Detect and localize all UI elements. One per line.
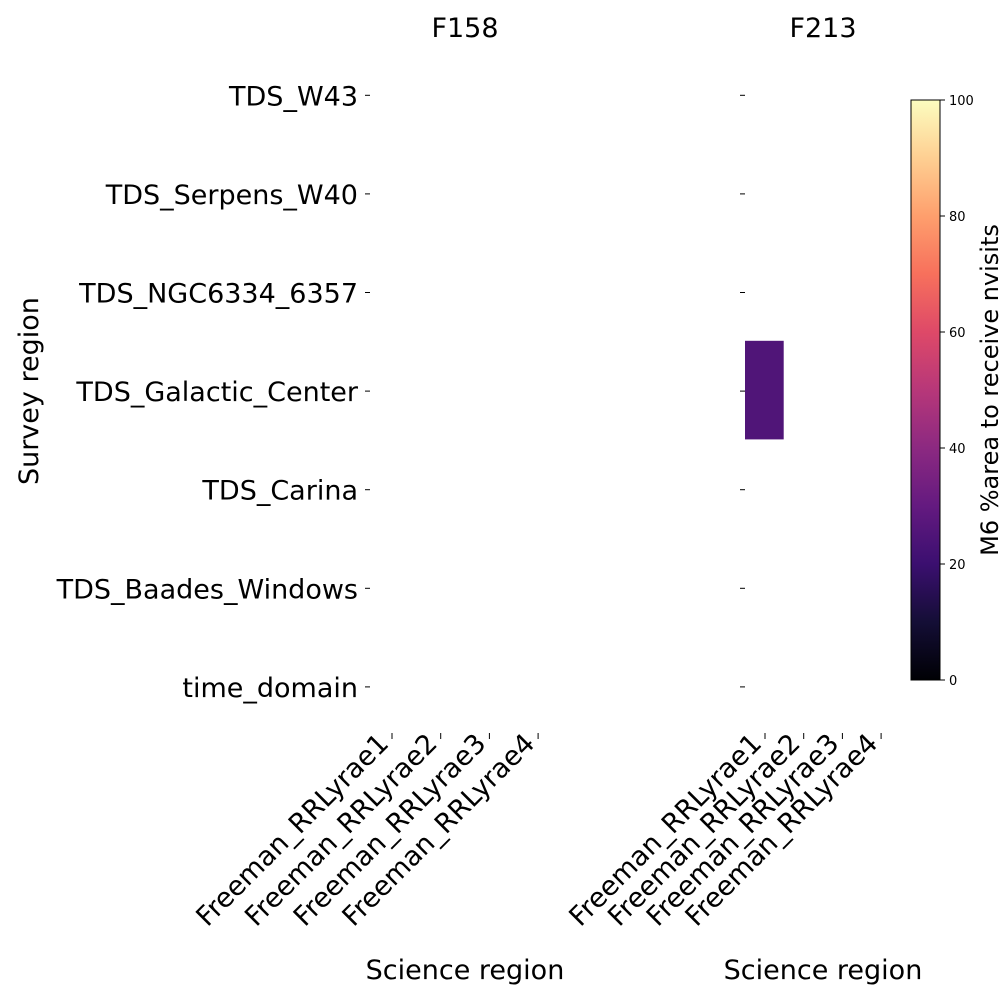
panel-title: F158 <box>431 13 498 44</box>
colorbar-tick-label: 100 <box>949 94 974 109</box>
colorbar-tick-label: 20 <box>949 558 966 573</box>
y-tick-label: TDS_W43 <box>228 81 358 112</box>
y-tick-label: TDS_NGC6334_6357 <box>78 279 358 310</box>
colorbar-tick-label: 80 <box>949 210 966 225</box>
colorbar-tick-label: 0 <box>949 674 957 689</box>
x-axis-label: Science region <box>366 955 565 986</box>
y-axis-label: Survey region <box>14 297 45 485</box>
y-tick-label: TDS_Baades_Windows <box>56 574 358 605</box>
y-tick-label: TDS_Galactic_Center <box>75 377 358 408</box>
y-tick-label: TDS_Carina <box>201 476 358 507</box>
heatmap-cell <box>745 340 784 440</box>
panel-title: F213 <box>789 13 856 44</box>
colorbar-tick-label: 60 <box>949 326 966 341</box>
colorbar-tick-label: 40 <box>949 442 966 457</box>
y-tick-label: time_domain <box>182 673 358 704</box>
y-tick-label: TDS_Serpens_W40 <box>105 180 358 211</box>
colorbar-label: M6 %area to receive nvisits <box>976 224 1000 556</box>
colorbar <box>910 99 941 681</box>
x-axis-label: Science region <box>724 955 923 986</box>
